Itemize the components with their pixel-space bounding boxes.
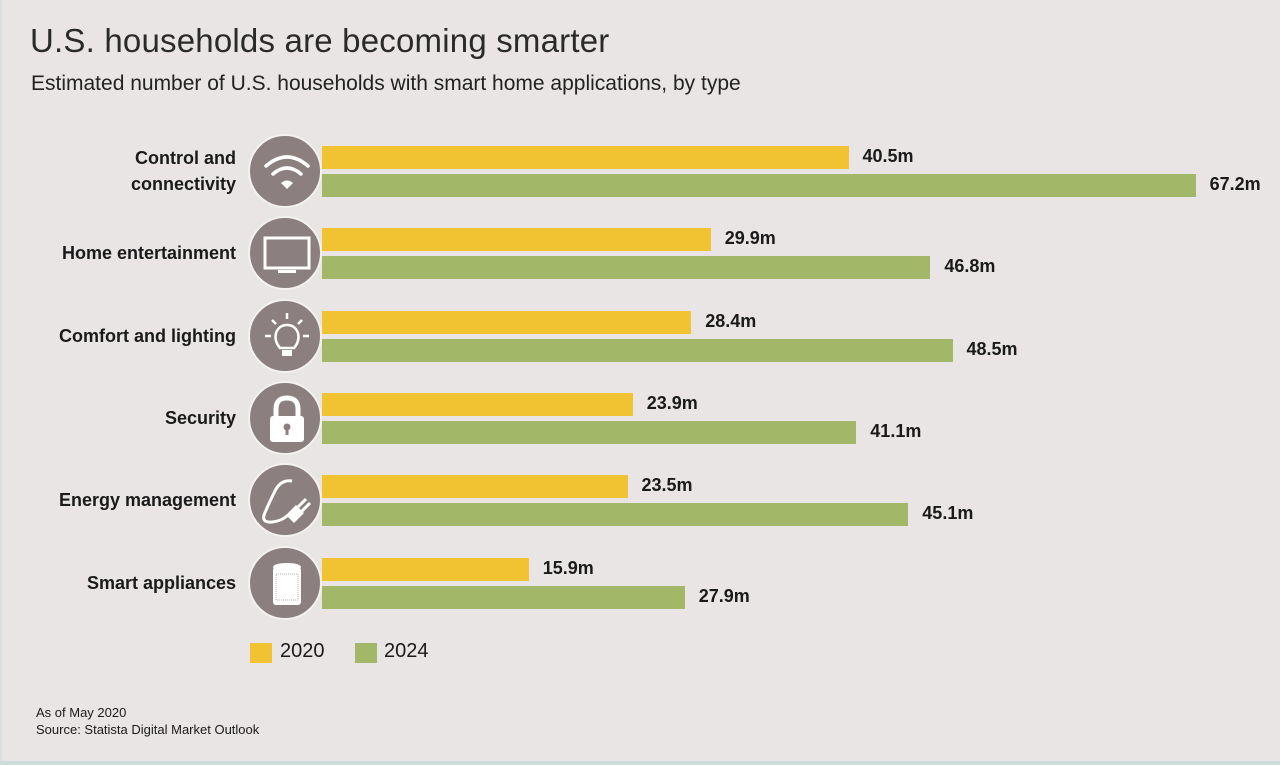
category-label: Control and connectivity xyxy=(130,148,236,194)
bar-2020 xyxy=(322,392,633,416)
bar-2020 xyxy=(322,557,529,581)
category-label: Home entertainment xyxy=(61,243,236,264)
plug-icon xyxy=(248,463,322,538)
smart-speaker-icon xyxy=(248,545,322,620)
bar-2024 xyxy=(322,256,931,280)
data-label-2020: 23.5m xyxy=(641,475,693,496)
lock-icon xyxy=(248,380,322,455)
bar-2024 xyxy=(322,420,857,444)
data-label-2024: 46.8m xyxy=(944,256,996,277)
bar-2020 xyxy=(322,146,849,169)
category-label: Comfort and lighting xyxy=(59,325,236,346)
bar-2024 xyxy=(322,174,1196,197)
data-label-2020: 29.9m xyxy=(724,228,776,249)
note-date: As of May 2020 xyxy=(36,705,127,720)
data-label-2024: 45.1m xyxy=(922,503,974,524)
data-label-2024: 41.1m xyxy=(870,420,922,441)
note-source: Source: Statista Digital Market Outlook xyxy=(36,722,260,737)
legend-label-2020: 2020 xyxy=(280,640,325,662)
wifi-icon xyxy=(248,134,322,208)
data-label-2020: 15.9m xyxy=(542,557,594,578)
data-label-2020: 23.9m xyxy=(646,392,698,413)
chart-subtitle: Estimated number of U.S. households with… xyxy=(31,72,741,95)
legend-swatch-2024 xyxy=(355,643,377,663)
data-label-2024: 27.9m xyxy=(698,585,750,606)
data-label-2024: 48.5m xyxy=(966,338,1018,359)
data-label-2020: 40.5m xyxy=(862,146,914,166)
frame-edge xyxy=(0,761,1280,765)
category-label: Security xyxy=(164,407,236,428)
bar-2024 xyxy=(322,338,953,362)
bar-2024 xyxy=(322,503,909,527)
category-label: Energy management xyxy=(58,490,236,511)
chart-title: U.S. households are becoming smarter xyxy=(30,22,610,59)
legend-label-2024: 2024 xyxy=(384,640,429,662)
bar-2024 xyxy=(322,585,685,609)
legend-swatch-2020 xyxy=(250,643,272,663)
data-label-2024: 67.2m xyxy=(1209,174,1261,194)
data-label-2020: 28.4m xyxy=(705,310,757,331)
bar-2020 xyxy=(322,475,628,499)
bar-2020 xyxy=(322,228,711,252)
lightbulb-icon xyxy=(248,298,322,373)
frame-edge xyxy=(0,0,2,765)
category-label: Smart appliances xyxy=(86,572,236,593)
bar-2020 xyxy=(322,310,692,334)
tv-icon xyxy=(248,216,322,291)
